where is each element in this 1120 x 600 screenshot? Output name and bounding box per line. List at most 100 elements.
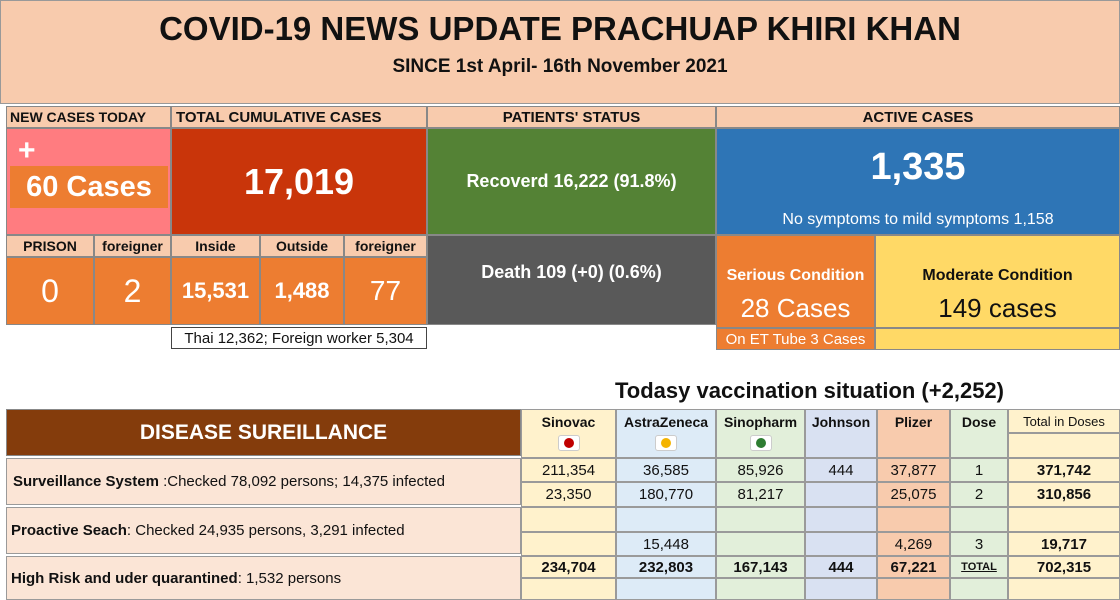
moderate-label: Moderate Condition — [922, 267, 1073, 284]
vaccine-blank-cell — [521, 578, 616, 600]
vaccine-cell-johnson — [805, 482, 877, 507]
active-value: 1,335 — [870, 146, 966, 188]
vaccine-cell-sinopharm: 85,926 — [716, 458, 805, 482]
vaccine-cell-pfizer: 37,877 — [877, 458, 950, 482]
vaccine-cell-pfizer: 25,075 — [877, 482, 950, 507]
vaccine-cell-astrazeneca: 180,770 — [616, 482, 716, 507]
vaccine-header-pfizer: Plizer — [877, 409, 950, 458]
new-cases-heading: NEW CASES TODAY — [6, 106, 171, 128]
total-doses-subheader — [1008, 433, 1120, 458]
vaccine-blank-cell — [950, 578, 1008, 600]
high-risk-label: High Risk and uder quarantined — [11, 570, 238, 587]
vaccine-cell-total-doses: 371,742 — [1008, 458, 1120, 482]
vaccine-column-johnson — [805, 409, 877, 600]
surveillance-system-text: :Checked 78,092 persons; 14,375 infected — [158, 473, 445, 490]
vaccine-cell-johnson: 444 — [805, 556, 877, 578]
vaccine-cell-dose: 2 — [950, 482, 1008, 507]
vaccine-cell-sinovac: 211,354 — [521, 458, 616, 482]
cumulative-heading: TOTAL CUMULATIVE CASES — [171, 106, 427, 128]
vaccine-cell-dose: 1 — [950, 458, 1008, 482]
vaccine-header-total-doses: Total in Doses — [1008, 409, 1120, 433]
vaccine-column-pfizer — [877, 409, 950, 600]
outside-value: 1,488 — [260, 257, 344, 325]
active-heading: ACTIVE CASES — [716, 106, 1120, 128]
cumulative-value: 17,019 — [171, 128, 427, 235]
vaccine-cell-sinopharm: 81,217 — [716, 482, 805, 507]
cumulative-note: Thai 12,362; Foreign worker 5,304 — [171, 327, 427, 349]
inside-value: 15,531 — [171, 257, 260, 325]
astrazeneca-logo-icon — [655, 435, 677, 451]
vaccine-cell-astrazeneca: 36,585 — [616, 458, 716, 482]
et-tube: On ET Tube 3 Cases — [716, 328, 875, 350]
moderate-panel — [875, 235, 1120, 328]
serious-value: 28 Cases — [740, 293, 851, 323]
moderate-footer — [875, 328, 1120, 350]
vaccine-cell-sinovac — [521, 532, 616, 556]
vaccine-cell-sinopharm: 167,143 — [716, 556, 805, 578]
proactive-search-label: Proactive Seach — [11, 522, 127, 539]
outside-label: Outside — [260, 235, 344, 257]
moderate-value: 149 cases — [938, 293, 1057, 323]
sinopharm-logo-icon — [749, 435, 772, 451]
vaccine-cell-total-doses — [1008, 507, 1120, 532]
active-panel — [716, 128, 1120, 235]
vaccine-cell-sinovac: 23,350 — [521, 482, 616, 507]
new-cases-plus: + — [18, 134, 36, 167]
sinovac-logo-icon — [557, 435, 580, 451]
vaccine-cell-total-doses: 310,856 — [1008, 482, 1120, 507]
vaccine-header-johnson: Johnson — [805, 409, 877, 458]
page-title: COVID-19 NEWS UPDATE PRACHUAP KHIRI KHAN — [159, 10, 961, 47]
vaccine-cell-johnson — [805, 532, 877, 556]
vaccine-cell-astrazeneca: 232,803 — [616, 556, 716, 578]
vaccine-column-dose — [950, 409, 1008, 600]
proactive-search-text: : Checked 24,935 persons, 3,291 infected — [126, 522, 405, 539]
new-cases-value: 60 Cases — [10, 166, 168, 208]
vaccine-cell-dose: 3 — [950, 532, 1008, 556]
serious-panel — [716, 235, 875, 328]
vaccine-header-sinopharm: Sinopharm — [716, 409, 805, 458]
surveillance-system-label: Surveillance System — [13, 473, 159, 490]
patients-heading: PATIENTS' STATUS — [427, 106, 716, 128]
prison-value: 0 — [6, 257, 94, 325]
high-risk-text: : 1,532 persons — [237, 570, 342, 587]
vaccine-cell-pfizer: 67,221 — [877, 556, 950, 578]
surveillance-heading: DISEASE SUREILLANCE — [6, 409, 521, 456]
vaccine-blank-cell — [1008, 578, 1120, 600]
proactive-search-row: Proactive Seach: Checked 24,935 persons,… — [6, 507, 521, 554]
surveillance-system-row: Surveillance System :Checked 78,092 pers… — [6, 458, 521, 505]
high-risk-row: High Risk and uder quarantined: 1,532 pe… — [6, 556, 521, 600]
vaccine-cell-sinovac: 234,704 — [521, 556, 616, 578]
new-foreigner-value: 2 — [94, 257, 171, 325]
page-subtitle: SINCE 1st April- 16th November 2021 — [392, 56, 728, 77]
vaccination-title: Todasy vaccination situation (+2,252) — [615, 378, 1004, 403]
vaccine-column-total-doses — [1008, 409, 1120, 600]
header-banner — [0, 0, 1120, 104]
vaccine-cell-johnson — [805, 507, 877, 532]
vaccine-header-dose: Dose — [950, 409, 1008, 458]
prison-label: PRISON — [6, 235, 94, 257]
vaccine-blank-cell — [716, 578, 805, 600]
vaccine-cell-sinopharm — [716, 507, 805, 532]
vaccine-cell-astrazeneca — [616, 507, 716, 532]
vaccine-cell-pfizer — [877, 507, 950, 532]
new-foreigner-label: foreigner — [94, 235, 171, 257]
vaccine-cell-johnson: 444 — [805, 458, 877, 482]
serious-label: Serious Condition — [726, 267, 865, 284]
vaccine-cell-astrazeneca: 15,448 — [616, 532, 716, 556]
vaccine-blank-cell — [877, 578, 950, 600]
vaccine-blank-cell — [805, 578, 877, 600]
vaccine-cell-sinovac — [521, 507, 616, 532]
inside-label: Inside — [171, 235, 260, 257]
vaccine-blank-cell — [616, 578, 716, 600]
cum-foreigner-value: 77 — [344, 257, 427, 325]
recovered-panel: Recoverd 16,222 (91.8%) — [427, 128, 716, 235]
vaccine-cell-dose: TOTAL — [950, 556, 1008, 578]
death-panel: Death 109 (+0) (0.6%) — [427, 235, 716, 325]
vaccine-cell-sinopharm — [716, 532, 805, 556]
cum-foreigner-label: foreigner — [344, 235, 427, 257]
vaccine-cell-total-doses: 702,315 — [1008, 556, 1120, 578]
vaccine-cell-pfizer: 4,269 — [877, 532, 950, 556]
vaccine-cell-dose — [950, 507, 1008, 532]
vaccine-cell-total-doses: 19,717 — [1008, 532, 1120, 556]
vaccine-header-sinovac: Sinovac — [521, 409, 616, 458]
